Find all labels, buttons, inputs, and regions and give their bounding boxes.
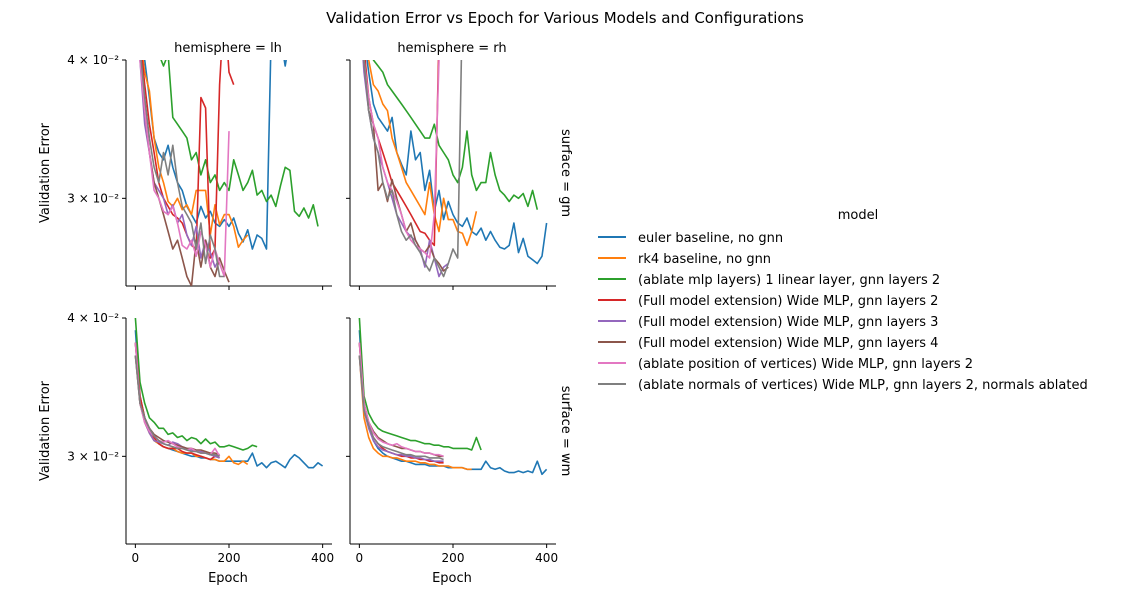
series-line xyxy=(363,60,440,259)
legend-item-label: (Full model extension) Wide MLP, gnn lay… xyxy=(638,315,938,330)
x-axis-label-right: Epoch xyxy=(432,571,472,586)
legend-item-label: (Full model extension) Wide MLP, gnn lay… xyxy=(638,336,938,351)
series-line xyxy=(358,342,444,458)
series-line xyxy=(358,355,472,471)
y-tick-label: 4 × 10⁻² xyxy=(67,311,119,325)
series-line xyxy=(367,60,478,247)
panel-lines xyxy=(134,318,324,469)
legend-item-label: (ablate position of vertices) Wide MLP, … xyxy=(638,357,973,372)
x-tick-label: 200 xyxy=(442,551,465,565)
series-line xyxy=(142,60,249,248)
series-line xyxy=(140,60,225,278)
series-line xyxy=(372,60,539,210)
legend-item-label: (ablate mlp layers) 1 linear layer, gnn … xyxy=(638,273,940,288)
legend-item-label: euler baseline, no gnn xyxy=(638,231,783,246)
y-tick-label: 3 × 10⁻² xyxy=(67,191,119,205)
row-title-wm: surface = wm xyxy=(558,386,573,477)
series-line xyxy=(358,342,444,458)
panel-r0-c1 xyxy=(346,59,556,290)
x-tick-label: 400 xyxy=(535,551,558,565)
x-tick-label: 0 xyxy=(132,551,140,565)
legend-item-label: (ablate normals of vertices) Wide MLP, g… xyxy=(638,378,1088,393)
panel-lines xyxy=(358,318,548,476)
legend-item-label: (Full model extension) Wide MLP, gnn lay… xyxy=(638,294,938,309)
y-axis-label-bottom: Validation Error xyxy=(38,380,53,481)
series-line xyxy=(134,355,220,459)
series-line xyxy=(358,318,482,451)
x-axis-label-left: Epoch xyxy=(208,571,248,586)
series-line xyxy=(366,60,548,265)
x-tick-label: 200 xyxy=(218,551,241,565)
x-tick-label: 400 xyxy=(311,551,334,565)
panel-r1-c0: 4 × 10⁻² 3 × 10⁻² 0 200 400 xyxy=(67,311,334,565)
series-line xyxy=(134,355,220,458)
col-title-lh: hemisphere = lh xyxy=(174,41,282,56)
series-line xyxy=(134,342,220,461)
series-line xyxy=(358,355,444,463)
col-title-rh: hemisphere = rh xyxy=(397,41,506,56)
y-tick-label: 4 × 10⁻² xyxy=(67,53,119,67)
series-line xyxy=(134,318,258,451)
series-line xyxy=(141,60,235,259)
legend: model euler baseline, no gnn rk4 baseline… xyxy=(598,208,1088,393)
panel-lines xyxy=(139,60,319,286)
row-title-gm: surface = gm xyxy=(558,129,573,217)
series-line xyxy=(358,355,444,461)
panel-lines xyxy=(362,60,548,278)
series-line xyxy=(139,60,230,278)
legend-item-label: rk4 baseline, no gnn xyxy=(638,252,771,267)
x-tick-label: 0 xyxy=(356,551,364,565)
series-line xyxy=(363,60,463,278)
y-tick-label: 3 × 10⁻² xyxy=(67,449,119,463)
panel-r0-c0: 4 × 10⁻² 3 × 10⁻² xyxy=(67,53,332,290)
panels: 4 × 10⁻²3 × 10⁻²4 × 10⁻²3 × 10⁻²0 200 400 0… xyxy=(67,53,558,565)
legend-title: model xyxy=(838,208,878,223)
y-axis-label-top: Validation Error xyxy=(38,122,53,223)
chart-title: Validation Error vs Epoch for Various Mo… xyxy=(326,9,804,27)
series-line xyxy=(358,330,548,476)
panel-r1-c1: 0 200 400 xyxy=(346,317,558,565)
